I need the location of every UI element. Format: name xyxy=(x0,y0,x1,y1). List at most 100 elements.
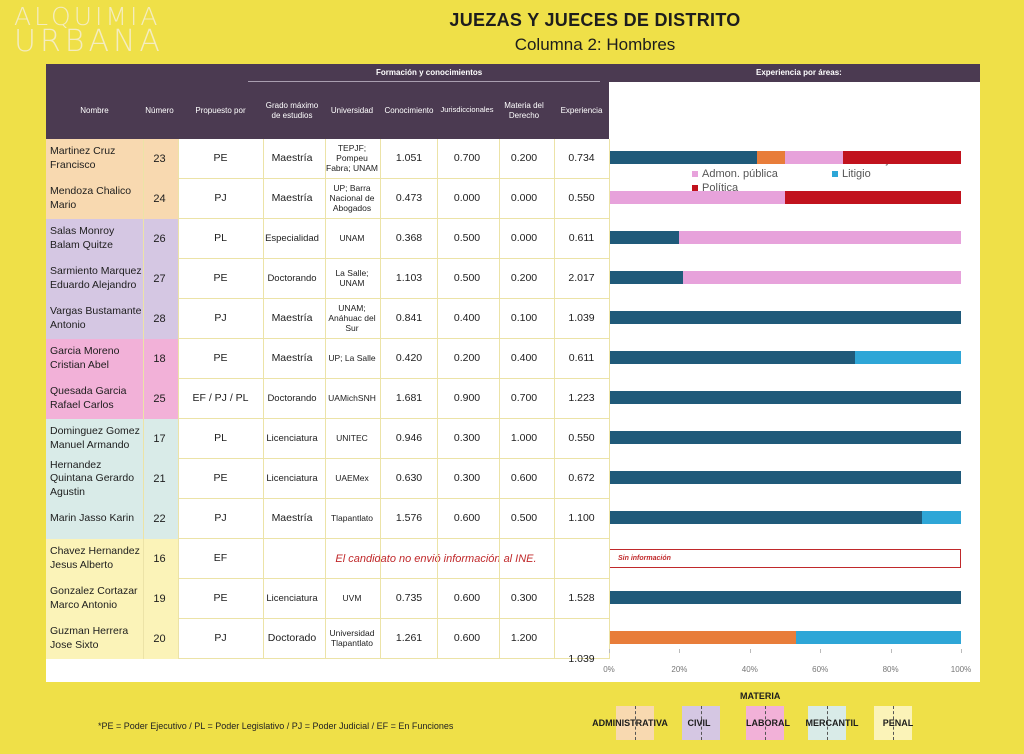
cell-numero: 26 xyxy=(153,232,166,245)
cell-name: Vargas Bustamante Antonio xyxy=(50,305,142,331)
materia-color-cell xyxy=(46,139,178,179)
table-row: Martinez Cruz Francisco 23 PE Maestría TEPJF… xyxy=(46,139,609,179)
table-row: Vargas Bustamante Antonio 28 PJ Maestría UNA… xyxy=(46,299,609,339)
materia-label: CIVIL xyxy=(687,718,711,728)
materia-color-cell xyxy=(46,299,178,339)
table-row: Chavez Hernandez Jesus Alberto 16 EF El can… xyxy=(46,539,609,579)
cell-conocimiento: 1.576 xyxy=(395,512,423,525)
cell-name: Sarmiento Marquez Eduardo Alejandro xyxy=(50,265,142,291)
column-divider xyxy=(325,139,326,659)
experience-bar xyxy=(609,471,961,484)
cell-jurisdiccionales: 0.000 xyxy=(453,192,481,205)
cell-conocimiento: 0.630 xyxy=(395,472,423,485)
col-header-numero: Número xyxy=(145,105,174,115)
cell-materia: 0.600 xyxy=(510,472,538,485)
cell-materia: 0.500 xyxy=(510,512,538,525)
cell-propuesto: PE xyxy=(213,152,228,165)
cell-propuesto: PE xyxy=(213,352,228,365)
cell-experiencia: 0.550 xyxy=(568,192,595,205)
axis-tick-label: 100% xyxy=(950,665,972,674)
cell-name: Dominguez Gomez Manuel Armando xyxy=(50,425,140,451)
bar-segment-politica xyxy=(843,151,961,164)
cell-grado: Doctorando xyxy=(267,392,317,404)
table-row: Sarmiento Marquez Eduardo Alejandro 27 PE D… xyxy=(46,259,609,299)
bar-segment-jurisdiccional xyxy=(609,431,961,444)
cell-experiencia: 0.734 xyxy=(568,152,595,165)
experience-bar xyxy=(609,151,961,164)
axis-tick xyxy=(679,649,681,653)
cell-name: Quesada Garcia Rafael Carlos xyxy=(50,385,127,411)
cell-materia: 1.200 xyxy=(510,632,538,645)
materia-legend-item: CIVIL xyxy=(682,706,720,740)
cell-jurisdiccionales: 0.500 xyxy=(453,272,481,285)
cell-experiencia: 0.672 xyxy=(568,472,595,485)
cell-universidad: UP; La Salle xyxy=(328,353,376,364)
brand-logo: ALQUIMIA URBANA xyxy=(14,4,164,57)
column-divider xyxy=(263,139,264,659)
bar-segment-proc-justicia xyxy=(756,151,785,164)
cell-jurisdiccionales: 0.500 xyxy=(453,232,481,245)
cell-jurisdiccionales: 0.200 xyxy=(453,352,481,365)
table-row: Garcia Moreno Cristian Abel 18 PE Maestría U… xyxy=(46,339,609,379)
axis-tick-label: 0% xyxy=(603,665,615,674)
table-row: Quesada Garcia Rafael Carlos 25 EF / PJ / … xyxy=(46,379,609,419)
cell-materia: 0.000 xyxy=(510,192,538,205)
axis-tick xyxy=(890,649,892,653)
cell-universidad: UNAM xyxy=(339,233,365,244)
cell-propuesto: PE xyxy=(213,592,228,605)
cell-grado: Licenciatura xyxy=(266,472,318,484)
cell-numero: 23 xyxy=(153,152,166,165)
cell-propuesto: PE xyxy=(213,272,228,285)
materia-swatch-dash xyxy=(701,706,702,740)
cell-numero: 27 xyxy=(153,272,166,285)
bar-segment-litigio xyxy=(922,511,961,524)
materia-color-cell xyxy=(46,259,178,299)
table-row: Hernandez Quintana Gerardo Agustin 21 PE Li… xyxy=(46,459,609,499)
group-header-formacion: Formación y conocimientos xyxy=(376,68,483,77)
cell-jurisdiccionales: 0.600 xyxy=(453,632,481,645)
column-divider xyxy=(554,139,555,659)
materia-label: MERCANTIL xyxy=(805,718,859,728)
axis-tick-label: 80% xyxy=(882,665,899,674)
table-sheet: Formación y conocimientos Experiencia po… xyxy=(46,64,980,682)
column-divider xyxy=(609,139,610,659)
materia-legend-item: MERCANTIL xyxy=(802,706,862,740)
cell-universidad: UAMichSNH xyxy=(328,393,376,404)
cell-grado: Licenciatura xyxy=(266,432,318,444)
group-divider xyxy=(248,81,600,82)
brand-line-2: URBANA xyxy=(14,24,164,59)
column-divider xyxy=(143,139,144,659)
materia-swatch-dash xyxy=(827,706,828,740)
materia-color-cell xyxy=(46,419,178,459)
bar-segment-jurisdiccional xyxy=(609,231,680,244)
cell-grado: Doctorando xyxy=(267,272,317,284)
bar-segment-admon-publica xyxy=(609,191,785,204)
cell-jurisdiccionales: 0.300 xyxy=(453,472,481,485)
cell-numero: 22 xyxy=(153,512,166,525)
column-divider xyxy=(380,139,381,659)
page-subtitle: Columna 2: Hombres xyxy=(514,35,676,54)
cell-materia: 0.200 xyxy=(510,272,538,285)
experience-bar xyxy=(609,311,961,324)
cell-numero: 19 xyxy=(153,592,166,605)
column-divider xyxy=(437,139,438,659)
cell-experiencia: 1.039 xyxy=(568,312,595,325)
materia-swatch-dash xyxy=(635,706,636,740)
cell-universidad: Universidad Tlapantlato xyxy=(329,628,375,648)
materia-color-cell xyxy=(46,219,178,259)
cell-grado: Especialidad xyxy=(265,232,319,244)
cell-conocimiento: 0.841 xyxy=(395,312,423,325)
materia-label: ADMINISTRATIVA xyxy=(592,718,668,728)
experience-bar xyxy=(609,631,961,644)
experience-bar xyxy=(609,431,961,444)
cell-conocimiento: 0.368 xyxy=(395,232,423,245)
header-main xyxy=(46,82,609,139)
bar-segment-jurisdiccional xyxy=(609,471,961,484)
cell-name: Garcia Moreno Cristian Abel xyxy=(50,345,120,371)
materia-title: MATERIA xyxy=(740,691,781,701)
cell-jurisdiccionales: 0.600 xyxy=(453,592,481,605)
no-info-note: El candidato no envió información al INE… xyxy=(335,553,537,565)
table-row: Dominguez Gomez Manuel Armando 17 PL Licenc… xyxy=(46,419,609,459)
materia-color-cell xyxy=(46,619,178,659)
cell-numero: 24 xyxy=(153,192,166,205)
